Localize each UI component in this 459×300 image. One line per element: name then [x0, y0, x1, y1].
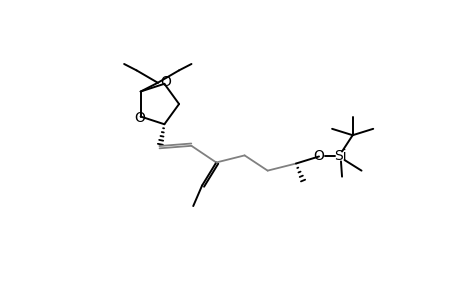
Text: O: O — [134, 111, 144, 124]
Text: Si: Si — [333, 149, 346, 163]
Text: O: O — [313, 149, 324, 163]
Text: O: O — [160, 75, 171, 89]
